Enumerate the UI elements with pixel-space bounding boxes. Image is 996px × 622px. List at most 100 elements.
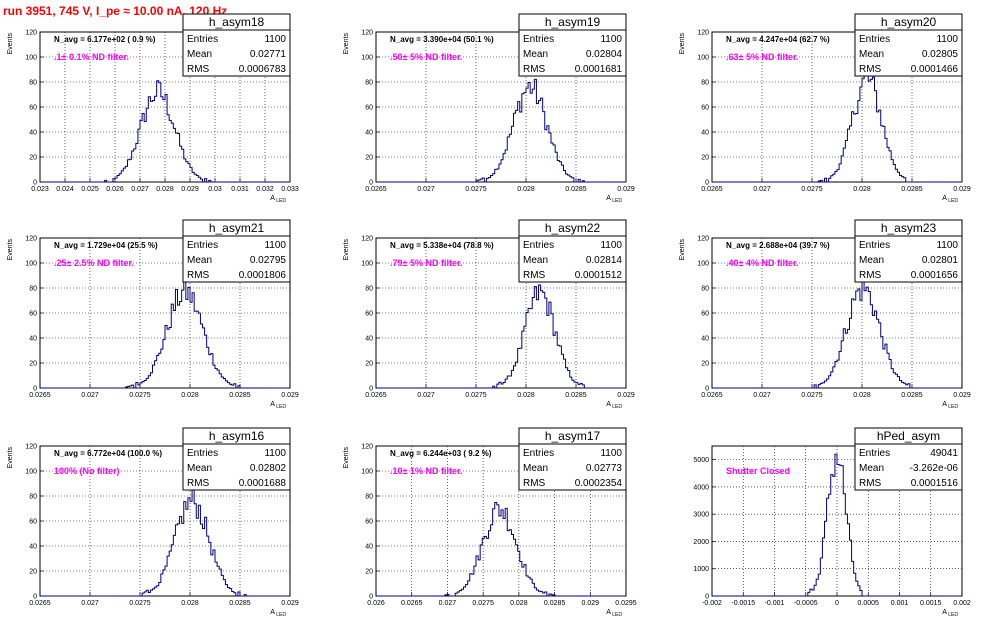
histogram-line — [376, 284, 626, 389]
x-tick-label: 0.026 — [367, 600, 385, 607]
x-tick-label: 0.028 — [181, 392, 199, 399]
stats-box-frame — [182, 219, 291, 283]
stats-label: RMS — [859, 270, 882, 281]
x-axis-label-subscript: LED — [275, 612, 287, 618]
stats-value: 0.02771 — [250, 49, 287, 60]
y-tick-label: 20 — [365, 569, 373, 576]
y-axis-label: Events — [7, 33, 14, 55]
y-tick-label: 120 — [361, 30, 373, 37]
x-axis-label: A LED — [270, 195, 286, 204]
y-tick-label: 120 — [361, 236, 373, 243]
filter-label: .50± 5% ND filter. — [390, 52, 462, 62]
x-tick-label: 0.03 — [208, 186, 222, 193]
y-tick-label: 80 — [701, 80, 709, 87]
filter-label: .79± 5% ND filter. — [390, 258, 462, 268]
stats-label: Entries — [523, 240, 554, 251]
y-tick-label: 20 — [701, 361, 709, 368]
histogram-name: hPed_asym — [877, 429, 940, 443]
x-axis-label: A LED — [606, 609, 622, 618]
x-tick-label: 0.027 — [417, 392, 435, 399]
y-tick-label: 40 — [29, 130, 37, 137]
y-axis-label: Events — [343, 33, 350, 55]
y-tick-label: 60 — [365, 519, 373, 526]
x-axis-label-subscript: LED — [947, 198, 959, 204]
stats-label: Entries — [859, 34, 890, 45]
y-tick-label: 5000 — [693, 457, 709, 464]
stats-label: Entries — [187, 34, 218, 45]
x-axis-label: A LED — [942, 401, 958, 410]
stats-label: Entries — [523, 34, 554, 45]
x-tick-label: 0.028 — [510, 600, 528, 607]
stats-box-frame — [854, 219, 963, 283]
y-tick-label: 4000 — [693, 484, 709, 491]
n-avg-label: N_avg = 1.729e+04 (25.5 %) — [54, 241, 158, 250]
stats-label: Entries — [187, 448, 218, 459]
x-tick-label: 0.027 — [81, 392, 99, 399]
x-tick-label: 0.029 — [582, 600, 600, 607]
x-tick-label: 0.0265 — [701, 392, 723, 399]
y-tick-label: 120 — [361, 444, 373, 451]
x-axis-label-subscript: LED — [611, 612, 623, 618]
stats-value: 1100 — [936, 240, 958, 251]
n-avg-label: N_avg = 6.772e+04 (100.0 %) — [54, 449, 162, 458]
x-tick-label: 0.024 — [56, 186, 74, 193]
histogram-panel-h_asym21: 0.0265 0.027 0.0275 0.028 0.0285 0.029 0 20 40 60… — [7, 219, 299, 410]
y-tick-label: 80 — [29, 286, 37, 293]
stats-label: Entries — [523, 448, 554, 459]
stats-box-frame — [854, 13, 963, 77]
x-tick-label: 0.0265 — [29, 392, 51, 399]
y-tick-label: 120 — [697, 30, 709, 37]
stats-label: RMS — [859, 478, 882, 489]
x-axis-label-subscript: LED — [611, 198, 623, 204]
x-axis-label: A LED — [942, 609, 958, 618]
stats-box: h_asym23 Entries 1100 Mean 0.02801 RMS 0.00016… — [854, 219, 963, 283]
histogram-panel-h_asym19: 0.0265 0.027 0.0275 0.028 0.0285 0.029 0 20 40 60… — [343, 13, 635, 204]
x-tick-label: 0.0285 — [544, 600, 566, 607]
y-tick-label: 1000 — [693, 566, 709, 573]
x-tick-label: 0.028 — [181, 600, 199, 607]
x-axis-label: A LED — [270, 401, 286, 410]
x-tick-label: 0.033 — [281, 186, 299, 193]
histogram-panel-h_asym18: 0.023 0.024 0.025 0.026 0.027 0.028 0.029 0.03 0… — [7, 13, 299, 204]
n-avg-label: N_avg = 2.688e+04 (39.7 %) — [726, 241, 830, 250]
y-tick-label: 120 — [25, 30, 37, 37]
y-tick-label: 60 — [29, 519, 37, 526]
y-tick-label: 120 — [25, 236, 37, 243]
stats-label: Mean — [859, 49, 884, 60]
y-tick-label: 60 — [365, 105, 373, 112]
stats-label: RMS — [187, 478, 210, 489]
stats-box: hPed_asym Entries 49041 Mean -3.262e-06 RMS 0.… — [854, 427, 963, 491]
stats-value: 0.0001681 — [575, 64, 623, 75]
stats-box: h_asym20 Entries 1100 Mean 0.02805 RMS 0.00014… — [854, 13, 963, 77]
stats-value: 0.0002354 — [575, 478, 623, 489]
x-tick-label: 0.029 — [617, 392, 635, 399]
stats-box: h_asym16 Entries 1100 Mean 0.02802 RMS 0.00016… — [182, 427, 291, 491]
y-tick-label: 20 — [29, 155, 37, 162]
stats-label: RMS — [523, 270, 546, 281]
histogram-name: h_asym18 — [209, 15, 265, 29]
histogram-line — [712, 278, 962, 389]
x-axis-label-subscript: LED — [947, 612, 959, 618]
stats-value: 0.0001806 — [239, 270, 287, 281]
stats-value: 0.02795 — [250, 255, 287, 266]
x-tick-label: 0.027 — [81, 600, 99, 607]
n-avg-label: N_avg = 3.390e+04 (50.1 %) — [390, 35, 494, 44]
stats-box: h_asym18 Entries 1100 Mean 0.02771 RMS 0.00067… — [182, 13, 291, 77]
x-axis-label: A LED — [270, 609, 286, 618]
y-tick-label: 2000 — [693, 539, 709, 546]
x-tick-label: -0.0005 — [794, 600, 818, 607]
y-tick-label: 0 — [369, 180, 373, 187]
stats-value: 0.0006783 — [239, 64, 287, 75]
x-tick-label: 0.0285 — [565, 186, 587, 193]
x-tick-label: -0.001 — [765, 600, 785, 607]
stats-box-frame — [518, 219, 627, 283]
stats-label: Mean — [859, 255, 884, 266]
y-tick-label: 80 — [365, 80, 373, 87]
run-title: run 3951, 745 V, I_pe ≈ 10.00 nA, 120 Hz — [3, 4, 227, 18]
stats-value: 0.02801 — [922, 255, 959, 266]
stats-value: 1100 — [600, 240, 622, 251]
stats-value: 1100 — [600, 448, 622, 459]
n-avg-label: N_avg = 4.247e+04 (62.7 %) — [726, 35, 830, 44]
x-axis-label: A LED — [606, 195, 622, 204]
stats-box-frame — [182, 427, 291, 491]
